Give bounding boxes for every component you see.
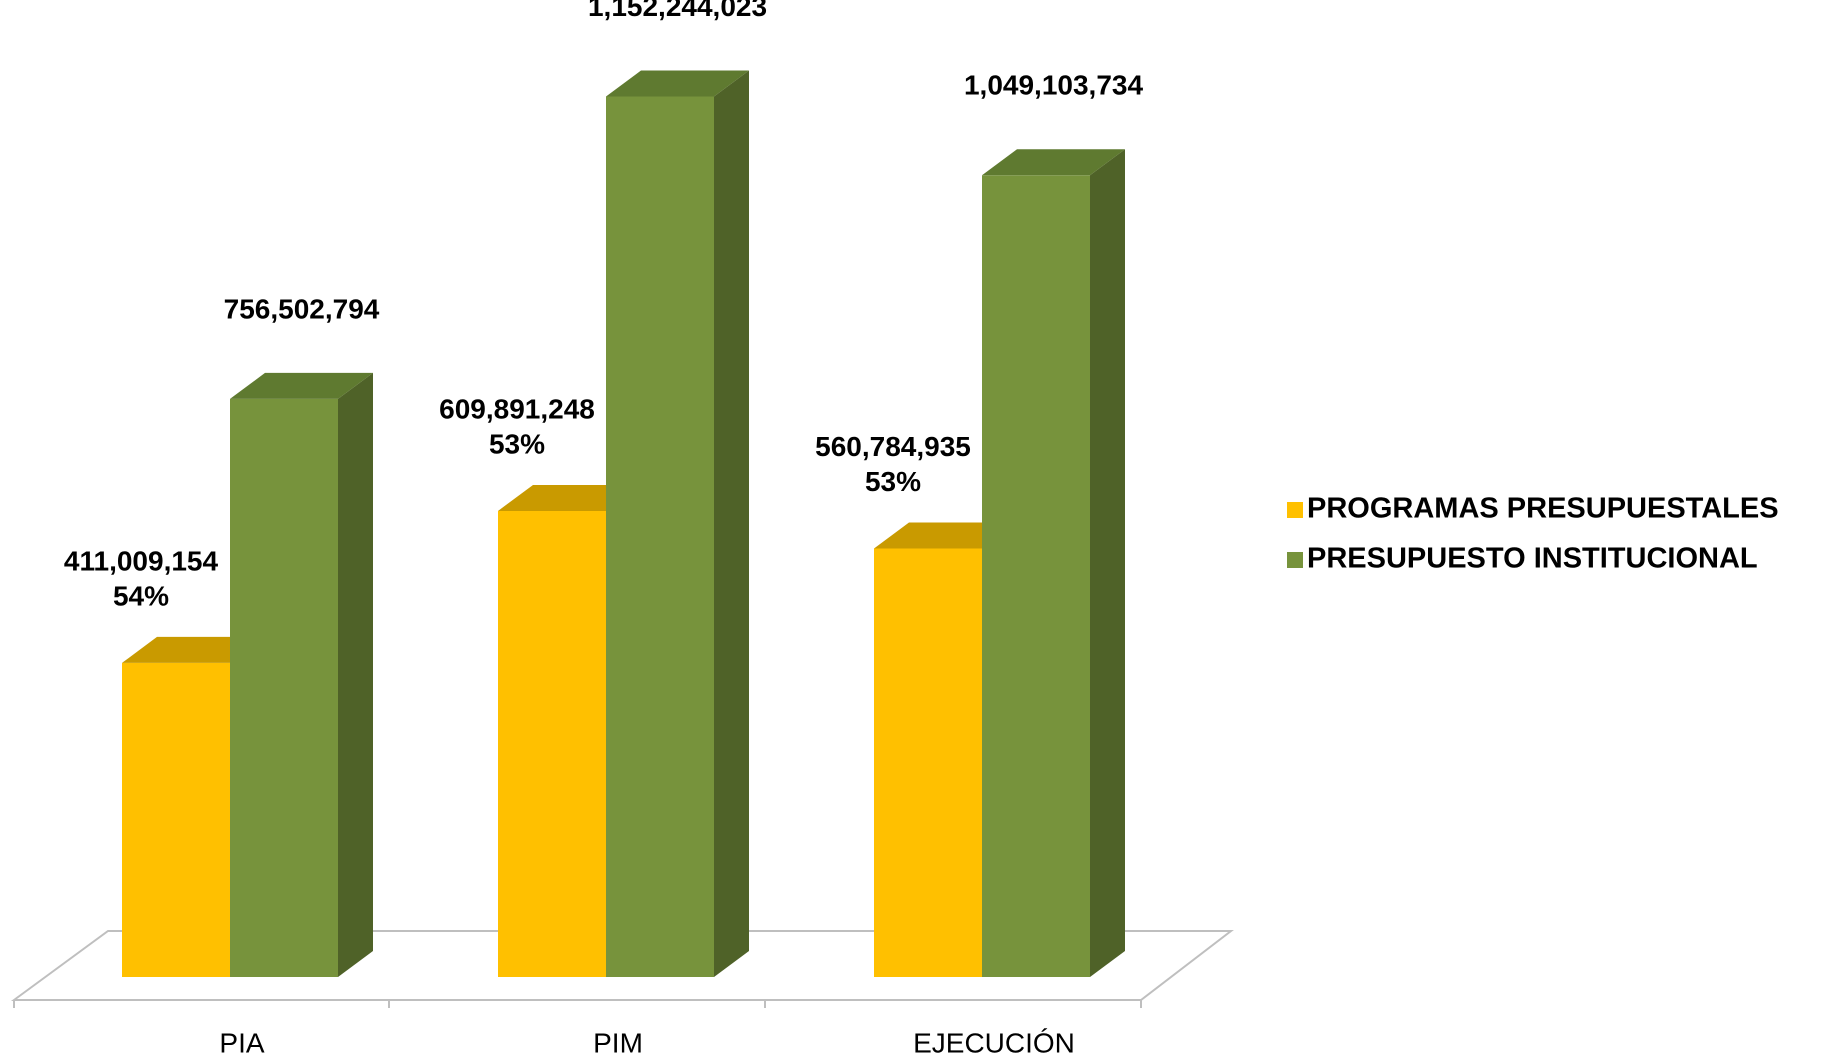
percent-label: 53% [489,428,545,459]
bar-top [498,484,641,511]
data-label: 1,049,103,734 [964,70,1143,101]
data-label: 1,152,244,023 [588,0,767,22]
bar [122,662,230,977]
legend-label: PRESUPUESTO INSTITUCIONAL [1307,543,1758,575]
data-label: 756,502,794 [224,293,380,324]
legend-swatch [1287,552,1303,568]
x-tick-label: EJECUCIÓN [913,1027,1075,1058]
bar-top [982,149,1125,176]
bar-top [230,372,373,399]
data-label: 560,784,935 [815,431,971,462]
x-tick-label: PIM [593,1027,643,1058]
bar [606,96,714,977]
data-label: 609,891,248 [439,393,595,424]
bar [874,548,982,977]
bar-top [122,636,265,663]
percent-label: 53% [865,466,921,497]
bar-top [606,70,749,97]
data-label: 411,009,154 [64,545,219,576]
x-tick-label: PIA [219,1027,264,1058]
bar [982,175,1090,978]
bar-top [874,522,1017,549]
legend-swatch [1287,502,1303,518]
bar [498,510,606,977]
bar [230,398,338,978]
legend-label: PROGRAMAS PRESUPUESTALES [1307,493,1779,525]
bar-side [714,70,749,977]
bar-side [1090,149,1125,978]
percent-label: 54% [113,580,169,611]
bar-side [338,372,373,978]
